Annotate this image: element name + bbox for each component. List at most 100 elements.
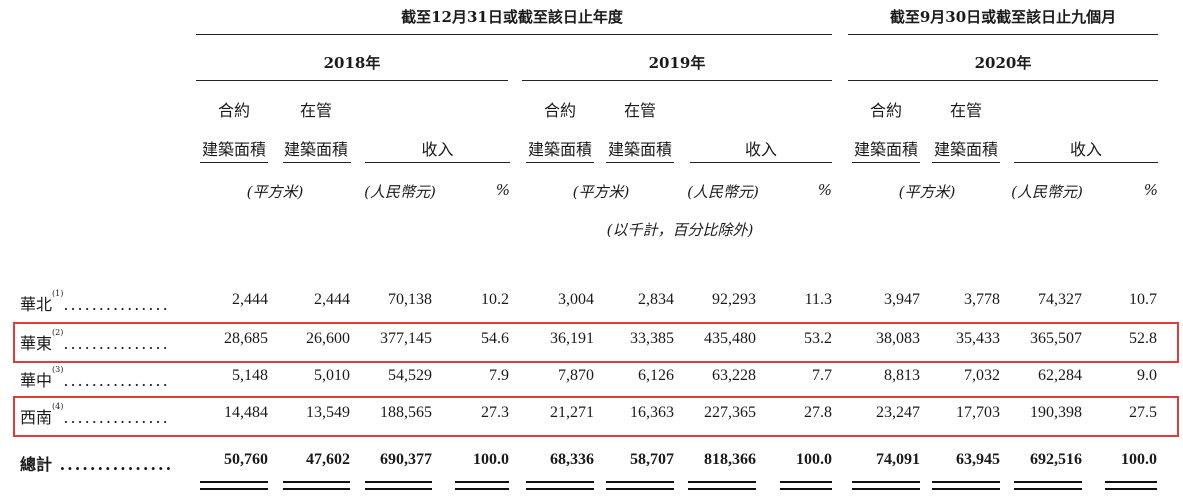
col-managed-bottom: 建築面積	[283, 140, 348, 159]
total-label: 總計 ...............	[20, 451, 173, 475]
col-managed-top: 在管	[949, 101, 982, 120]
total-cell: 68,336	[550, 451, 594, 468]
table-cell: 7.9	[489, 367, 509, 384]
table-cell: 7.7	[812, 367, 832, 384]
table-cell: 17,703	[956, 404, 1000, 421]
table-cell: 10.2	[481, 291, 509, 308]
col-contract-top: 合約	[543, 101, 576, 120]
table-cell: 2,444	[232, 291, 268, 308]
unit-pct: %	[495, 181, 510, 199]
table-cell: 70,138	[388, 291, 432, 308]
leader-dots: ...............	[52, 455, 174, 474]
table-cell: 62,284	[1038, 367, 1082, 384]
footnote-ref: (3)	[52, 365, 64, 374]
col-contract-bottom: 建築面積	[853, 140, 918, 159]
year-2019-header: 2019年	[648, 54, 706, 72]
table-cell: 9.0	[1137, 367, 1157, 384]
table-cell: 53.2	[804, 330, 832, 347]
table-cell: 92,293	[712, 291, 756, 308]
table-cell: 13,549	[306, 404, 350, 421]
table-cell: 35,433	[956, 330, 1000, 347]
col-rule	[606, 162, 674, 163]
annual-title-rule	[196, 34, 832, 35]
col-managed-top: 在管	[299, 101, 332, 120]
unit-note: (以千計，百分比除外)	[606, 221, 754, 239]
table-cell: 227,365	[704, 404, 756, 421]
table-cell: 10.7	[1129, 291, 1157, 308]
total-cell: 100.0	[473, 451, 509, 468]
interim-period-title: 截至9月30日或截至該日止九個月	[889, 8, 1117, 26]
col-managed-bottom: 建築面積	[607, 140, 672, 159]
table-cell: 5,010	[314, 367, 350, 384]
table-cell: 2,444	[314, 291, 350, 308]
table-cell: 8,813	[884, 367, 920, 384]
table-cell: 16,363	[630, 404, 674, 421]
table-cell: 74,327	[1038, 291, 1082, 308]
table-cell: 7,032	[964, 367, 1000, 384]
region-name: 華北	[20, 295, 53, 314]
total-double-underline	[852, 481, 920, 490]
col-rule	[1014, 162, 1158, 163]
region-label: 華東(2)...............	[20, 328, 170, 354]
footnote-ref: (4)	[52, 402, 64, 411]
col-contract-top: 合約	[217, 101, 250, 120]
col-contract-bottom: 建築面積	[201, 140, 266, 159]
table-cell: 23,247	[876, 404, 920, 421]
total-cell: 692,516	[1030, 451, 1082, 468]
col-rule	[526, 162, 594, 163]
leader-dots: ...............	[63, 295, 170, 314]
region-name: 華東	[20, 334, 53, 353]
unit-area: (平方米)	[572, 183, 630, 201]
col-revenue: 收入	[744, 140, 777, 159]
table-cell: 27.3	[481, 404, 509, 421]
leader-dots: ...............	[63, 371, 170, 390]
table-cell: 5,148	[232, 367, 268, 384]
col-revenue: 收入	[1069, 140, 1102, 159]
col-revenue: 收入	[421, 140, 454, 159]
table-cell: 377,145	[380, 330, 432, 347]
region-label: 華中(3)...............	[20, 365, 170, 391]
unit-area: (平方米)	[898, 183, 956, 201]
total-cell: 58,707	[630, 451, 674, 468]
table-cell: 33,385	[630, 330, 674, 347]
total-double-underline	[780, 481, 832, 490]
table-cell: 52.8	[1129, 330, 1157, 347]
year-2018-header: 2018年	[323, 54, 381, 72]
col-contract-top: 合約	[869, 101, 902, 120]
total-double-underline	[1105, 481, 1157, 490]
interim-title-rule	[848, 34, 1158, 35]
leader-dots: ...............	[63, 334, 170, 353]
table-cell: 435,480	[704, 330, 756, 347]
footnote-ref: (2)	[52, 328, 64, 337]
total-double-underline	[365, 481, 432, 490]
table-cell: 21,271	[550, 404, 594, 421]
unit-rmb: (人民幣元)	[364, 183, 436, 201]
footnote-ref: (1)	[52, 289, 64, 298]
col-rule	[283, 162, 351, 163]
table-cell: 11.3	[804, 291, 832, 308]
total-double-underline	[688, 481, 756, 490]
unit-rmb: (人民幣元)	[687, 183, 759, 201]
table-cell: 14,484	[224, 404, 268, 421]
table-cell: 2,834	[638, 291, 674, 308]
total-name: 總計	[20, 455, 53, 474]
table-cell: 6,126	[638, 367, 674, 384]
total-cell: 47,602	[306, 451, 350, 468]
table-cell: 188,565	[380, 404, 432, 421]
year-2020-rule	[848, 80, 1158, 81]
highlight-box-east	[13, 322, 1179, 363]
col-contract-bottom: 建築面積	[527, 140, 592, 159]
col-rule	[852, 162, 920, 163]
annual-period-title: 截至12月31日或截至該日止年度	[401, 8, 623, 26]
table-cell: 3,947	[884, 291, 920, 308]
table-cell: 26,600	[306, 330, 350, 347]
total-double-underline	[606, 481, 674, 490]
table-cell: 54.6	[481, 330, 509, 347]
total-cell: 50,760	[224, 451, 268, 468]
table-cell: 3,778	[964, 291, 1000, 308]
table-cell: 36,191	[550, 330, 594, 347]
table-cell: 7,870	[558, 367, 594, 384]
total-cell: 63,945	[956, 451, 1000, 468]
region-name: 華中	[20, 371, 53, 390]
total-double-underline	[455, 481, 509, 490]
